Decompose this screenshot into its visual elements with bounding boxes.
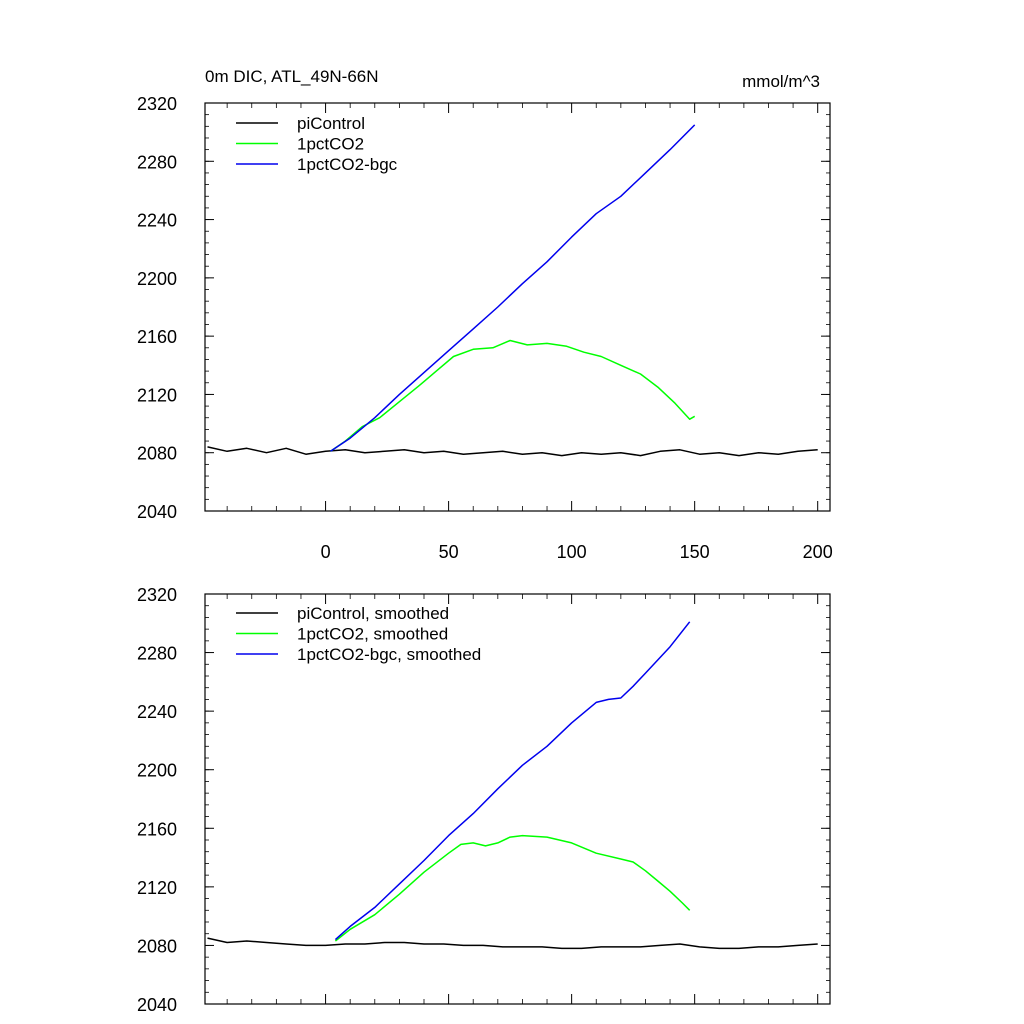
- axis-ticks: 2040 2080 2120 2160 2200 2240 2280 2320 0 50 100 15…: [137, 94, 833, 562]
- series-line-0: [207, 446, 818, 457]
- y-tick-label: 2280: [137, 644, 177, 664]
- legend-label: 1pctCO2: [297, 135, 364, 154]
- y-tick-label: 2040: [137, 995, 177, 1015]
- series-line-1: [334, 834, 691, 942]
- series-lines: [207, 621, 818, 950]
- top-panel: 0m DIC, ATL_49N-66N mmol/m^3 2040 2080 212…: [137, 67, 833, 562]
- x-tick-label: 100: [557, 542, 587, 562]
- bottom-panel: 2040 2080 2120 2160 2200 2240 2280 2320 piContr…: [137, 585, 831, 1015]
- y-tick-label: 2080: [137, 936, 177, 956]
- y-tick-label: 2240: [137, 702, 177, 722]
- y-tick-label: 2160: [137, 819, 177, 839]
- series-line-2: [334, 621, 691, 941]
- y-tick-label: 2320: [137, 585, 177, 605]
- legend-label: 1pctCO2-bgc, smoothed: [297, 645, 481, 664]
- legend-label: piControl: [297, 114, 365, 133]
- legend-label: piControl, smoothed: [297, 604, 449, 623]
- series-line-1: [330, 339, 696, 452]
- chart-title: 0m DIC, ATL_49N-66N: [205, 67, 379, 86]
- y-tick-label: 2320: [137, 94, 177, 114]
- series-lines: [207, 124, 818, 457]
- x-tick-label: 150: [680, 542, 710, 562]
- y-tick-label: 2040: [137, 502, 177, 522]
- legend-label: 1pctCO2, smoothed: [297, 625, 448, 644]
- y-tick-label: 2200: [137, 761, 177, 781]
- units-label: mmol/m^3: [742, 72, 820, 91]
- y-tick-label: 2200: [137, 269, 177, 289]
- x-tick-label: 200: [803, 542, 833, 562]
- series-line-2: [330, 124, 696, 452]
- y-tick-label: 2160: [137, 327, 177, 347]
- x-tick-label: 50: [439, 542, 459, 562]
- y-tick-label: 2120: [137, 385, 177, 405]
- plot-frame: [204, 102, 831, 512]
- series-line-0: [207, 937, 818, 950]
- legend: piControl, smoothed 1pctCO2, smoothed1pct…: [236, 604, 481, 664]
- legend-label: 1pctCO2-bgc: [297, 155, 398, 174]
- axis-ticks: 2040 2080 2120 2160 2200 2240 2280 2320: [137, 585, 830, 1015]
- y-tick-label: 2080: [137, 444, 177, 464]
- y-tick-label: 2280: [137, 152, 177, 172]
- x-tick-label: 0: [321, 542, 331, 562]
- plot-frame: [204, 593, 831, 1005]
- y-tick-label: 2240: [137, 211, 177, 231]
- y-tick-label: 2120: [137, 878, 177, 898]
